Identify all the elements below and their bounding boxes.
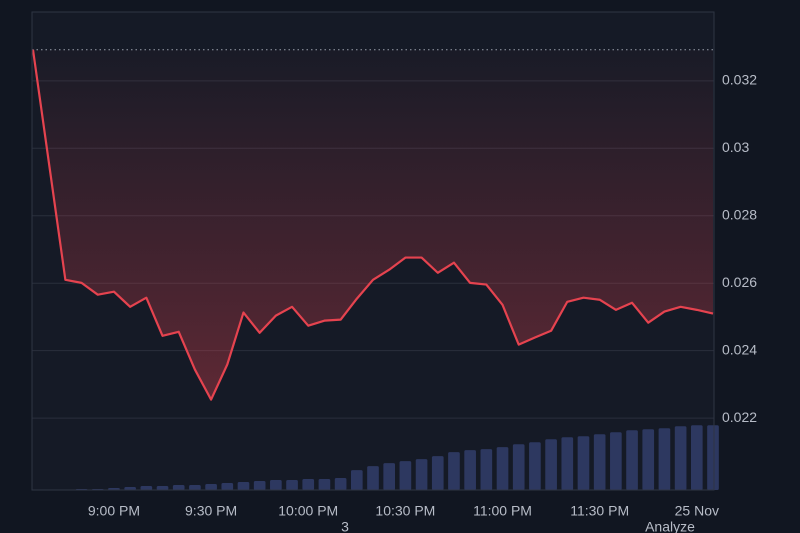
volume-bar [415,459,428,490]
volume-bar [124,487,136,490]
volume-bar [205,484,217,490]
y-tick-label: 0.022 [722,409,757,425]
volume-bar [318,479,331,490]
volume-bar [270,480,282,490]
x-tick-label: 10:00 PM [278,503,338,519]
volume-bar [189,485,201,490]
plot-border [31,11,715,491]
volume-bar [642,429,655,490]
x-tick-label: 11:00 PM [473,503,532,519]
volume-bar [480,449,493,490]
volume-bar [221,483,234,490]
volume-bar [658,428,671,490]
volume-bar [610,432,622,490]
volume-bar [367,466,379,490]
volume-bar [626,430,638,490]
volume-bar [674,426,687,490]
volume-bar [302,479,315,490]
badge: 3 [341,519,349,533]
volume-bar [690,425,703,490]
volume-bar [561,437,574,490]
y-tick-label: 0.028 [722,206,757,222]
x-tick-label: 11:30 PM [570,503,629,519]
volume-bar [707,425,719,490]
volume-bar [334,478,347,490]
volume-bar [350,470,363,490]
x-tick-label: 9:00 PM [88,503,140,519]
volume-bar [512,444,525,490]
volume-bar [140,486,153,490]
plot-area: 0.022 0.024 0.026 0.028 0.03 0.032 9:00 PM 9:30… [31,11,757,519]
volume-bar [383,463,396,490]
y-tick-label: 0.032 [722,72,757,88]
volume-bar [464,450,476,490]
volume-bar [545,439,557,490]
volume-bar [286,480,298,490]
volume-bar [529,442,541,490]
price-line [31,49,714,401]
x-tick-label: 10:30 PM [375,503,435,519]
volume-bar [577,436,590,490]
volume-bar [431,456,444,490]
volume-bar [253,481,266,490]
y-tick-label: 0.03 [722,139,749,155]
volume-bar [593,434,606,490]
analyze-button[interactable]: Analyze [645,519,695,533]
y-tick-label: 0.024 [722,341,757,357]
x-tick-label: 9:30 PM [185,503,237,519]
area-fill [33,49,713,400]
volume-bar [496,447,509,490]
volume-bar [237,482,250,490]
volume-bar [448,452,460,490]
x-tick-label: 25 Nov [675,503,719,519]
volume-bar [156,486,169,490]
y-tick-label: 0.026 [722,274,757,290]
volume-bar [399,461,412,490]
volume-bar [172,485,185,490]
